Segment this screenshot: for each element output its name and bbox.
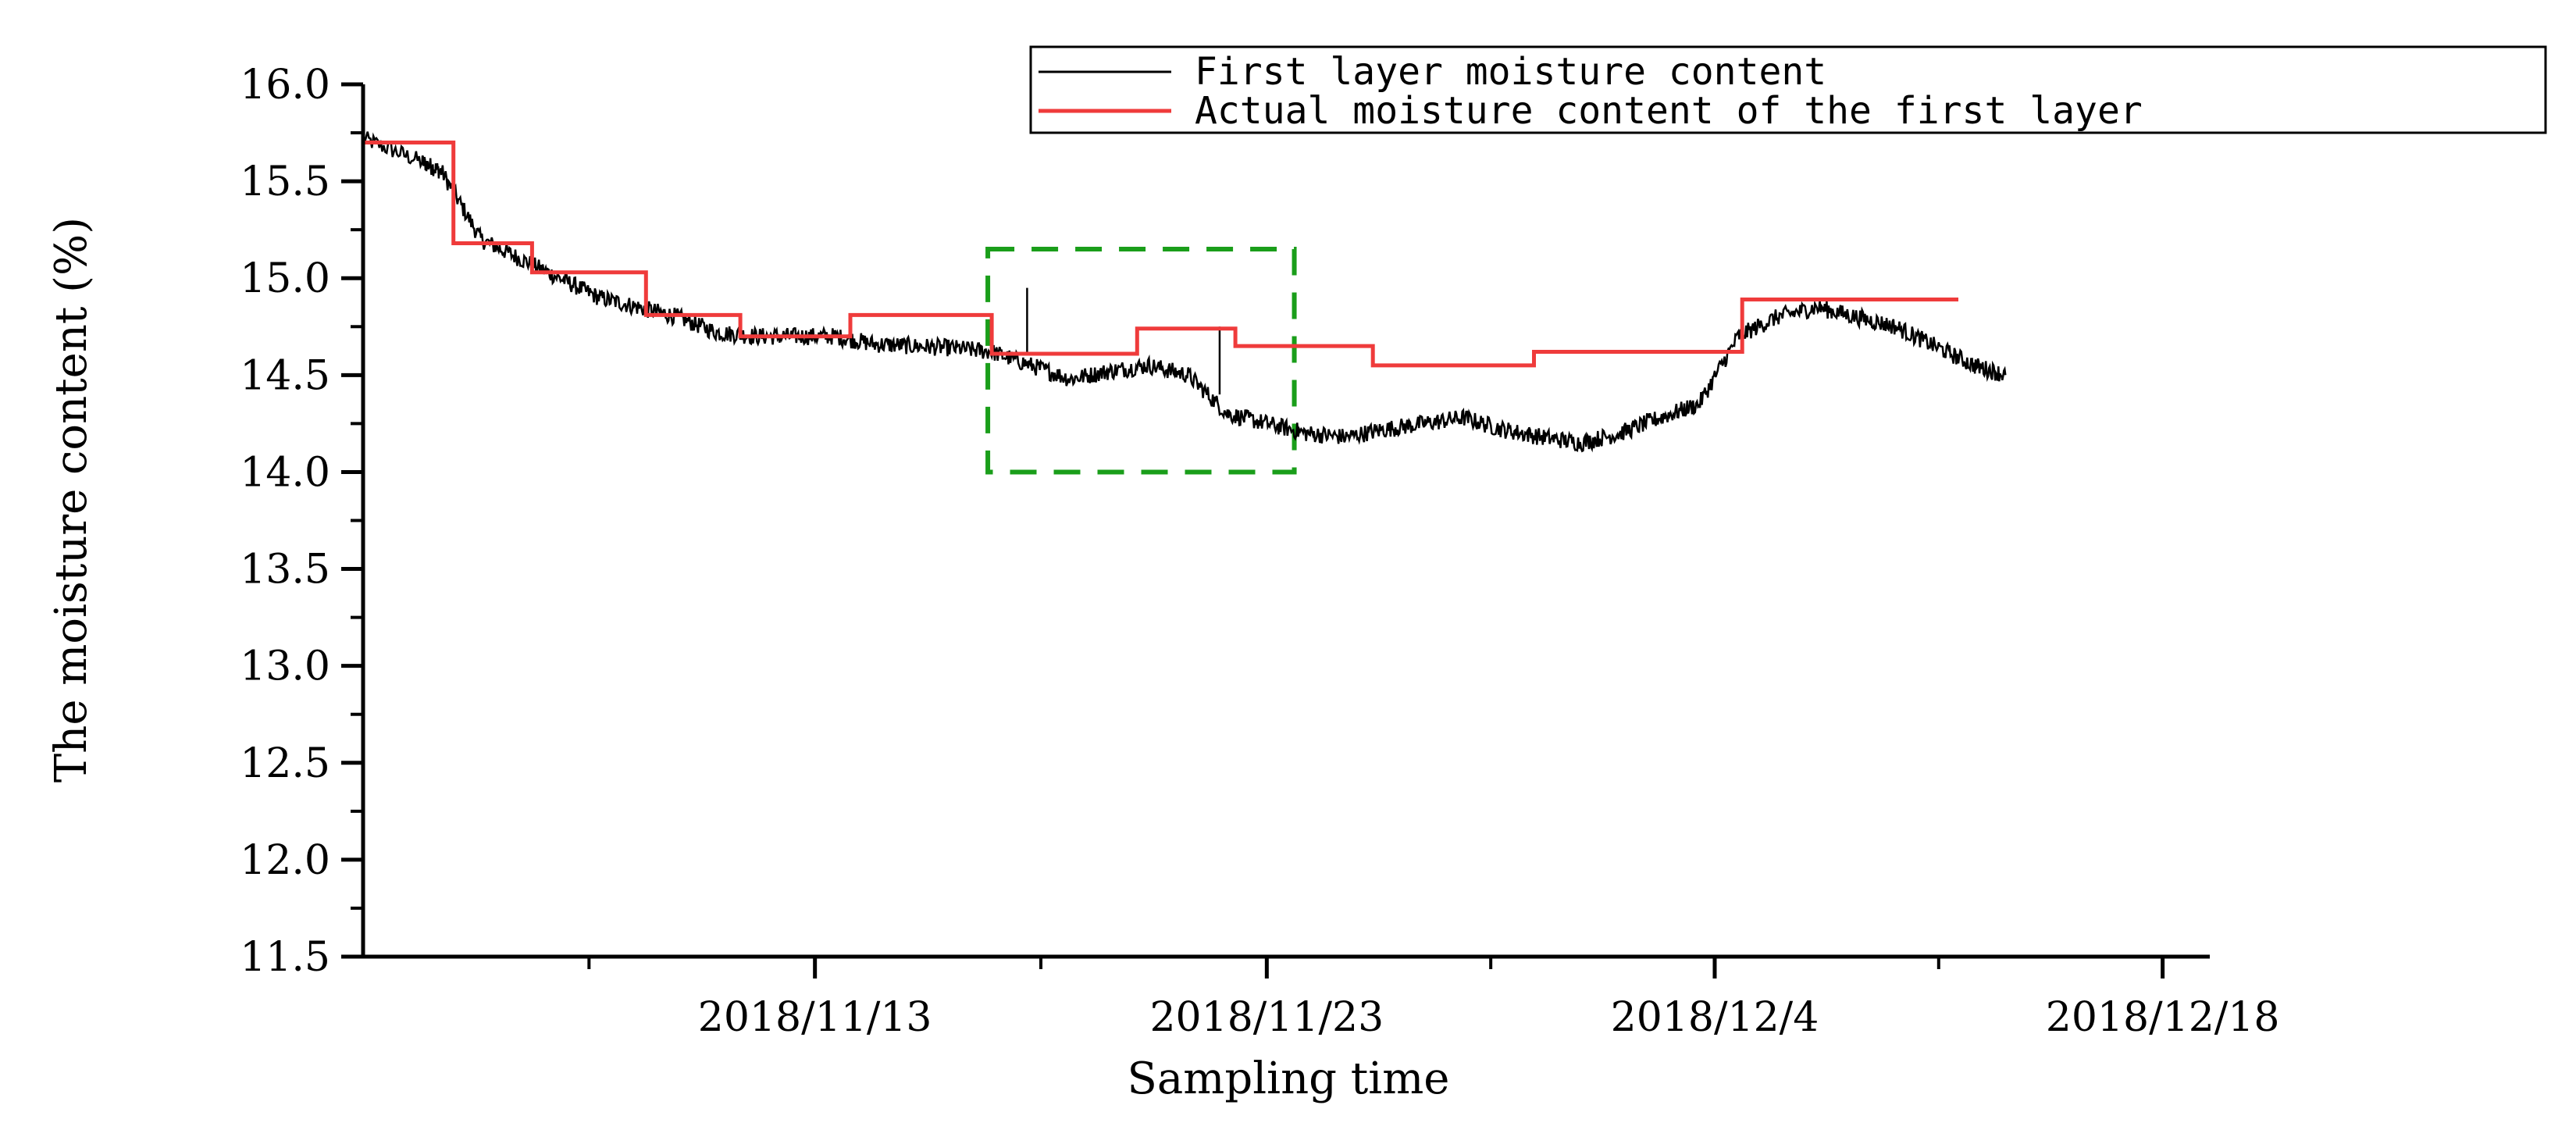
y-tick-label: 13.0 bbox=[240, 643, 330, 690]
y-tick-label: 15.0 bbox=[240, 255, 330, 302]
y-tick-label: 11.5 bbox=[240, 934, 330, 981]
y-axis-title: The moisture content (%) bbox=[46, 217, 97, 782]
y-tick-label: 14.5 bbox=[240, 352, 330, 399]
legend: First layer moisture content Actual mois… bbox=[1029, 45, 2547, 134]
series-layer bbox=[362, 131, 2007, 453]
y-tick-label: 12.5 bbox=[240, 740, 330, 787]
y-tick-label: 13.5 bbox=[240, 547, 330, 594]
legend-label-first-layer: First layer moisture content bbox=[1195, 50, 1826, 94]
series-line-first-layer bbox=[362, 131, 2007, 453]
x-tick-label: 2018/11/23 bbox=[1149, 994, 1384, 1041]
x-tick-label: 2018/12/18 bbox=[2046, 994, 2280, 1041]
legend-box bbox=[1029, 45, 2547, 134]
annotation-layer bbox=[985, 246, 1297, 475]
y-tick-label: 14.0 bbox=[240, 449, 330, 496]
highlight-dashed-box bbox=[985, 246, 1297, 475]
x-axis-title: Sampling time bbox=[1128, 1053, 1450, 1104]
x-tick-label: 2018/12/4 bbox=[1611, 994, 1819, 1041]
y-tick-label: 16.0 bbox=[240, 62, 330, 109]
series-line-actual-moisture bbox=[363, 141, 1958, 368]
y-tick-label: 12.0 bbox=[240, 837, 330, 884]
x-tick-label: 2018/11/13 bbox=[698, 994, 932, 1041]
y-tick-label: 15.5 bbox=[240, 159, 330, 205]
axes-layer: 16.0 15.5 15.0 14.5 14.0 13.5 13.0 12.5 12.0 11.5… bbox=[240, 62, 2279, 1041]
legend-label-actual-first-layer: Actual moisture content of the first lay… bbox=[1195, 89, 2143, 133]
